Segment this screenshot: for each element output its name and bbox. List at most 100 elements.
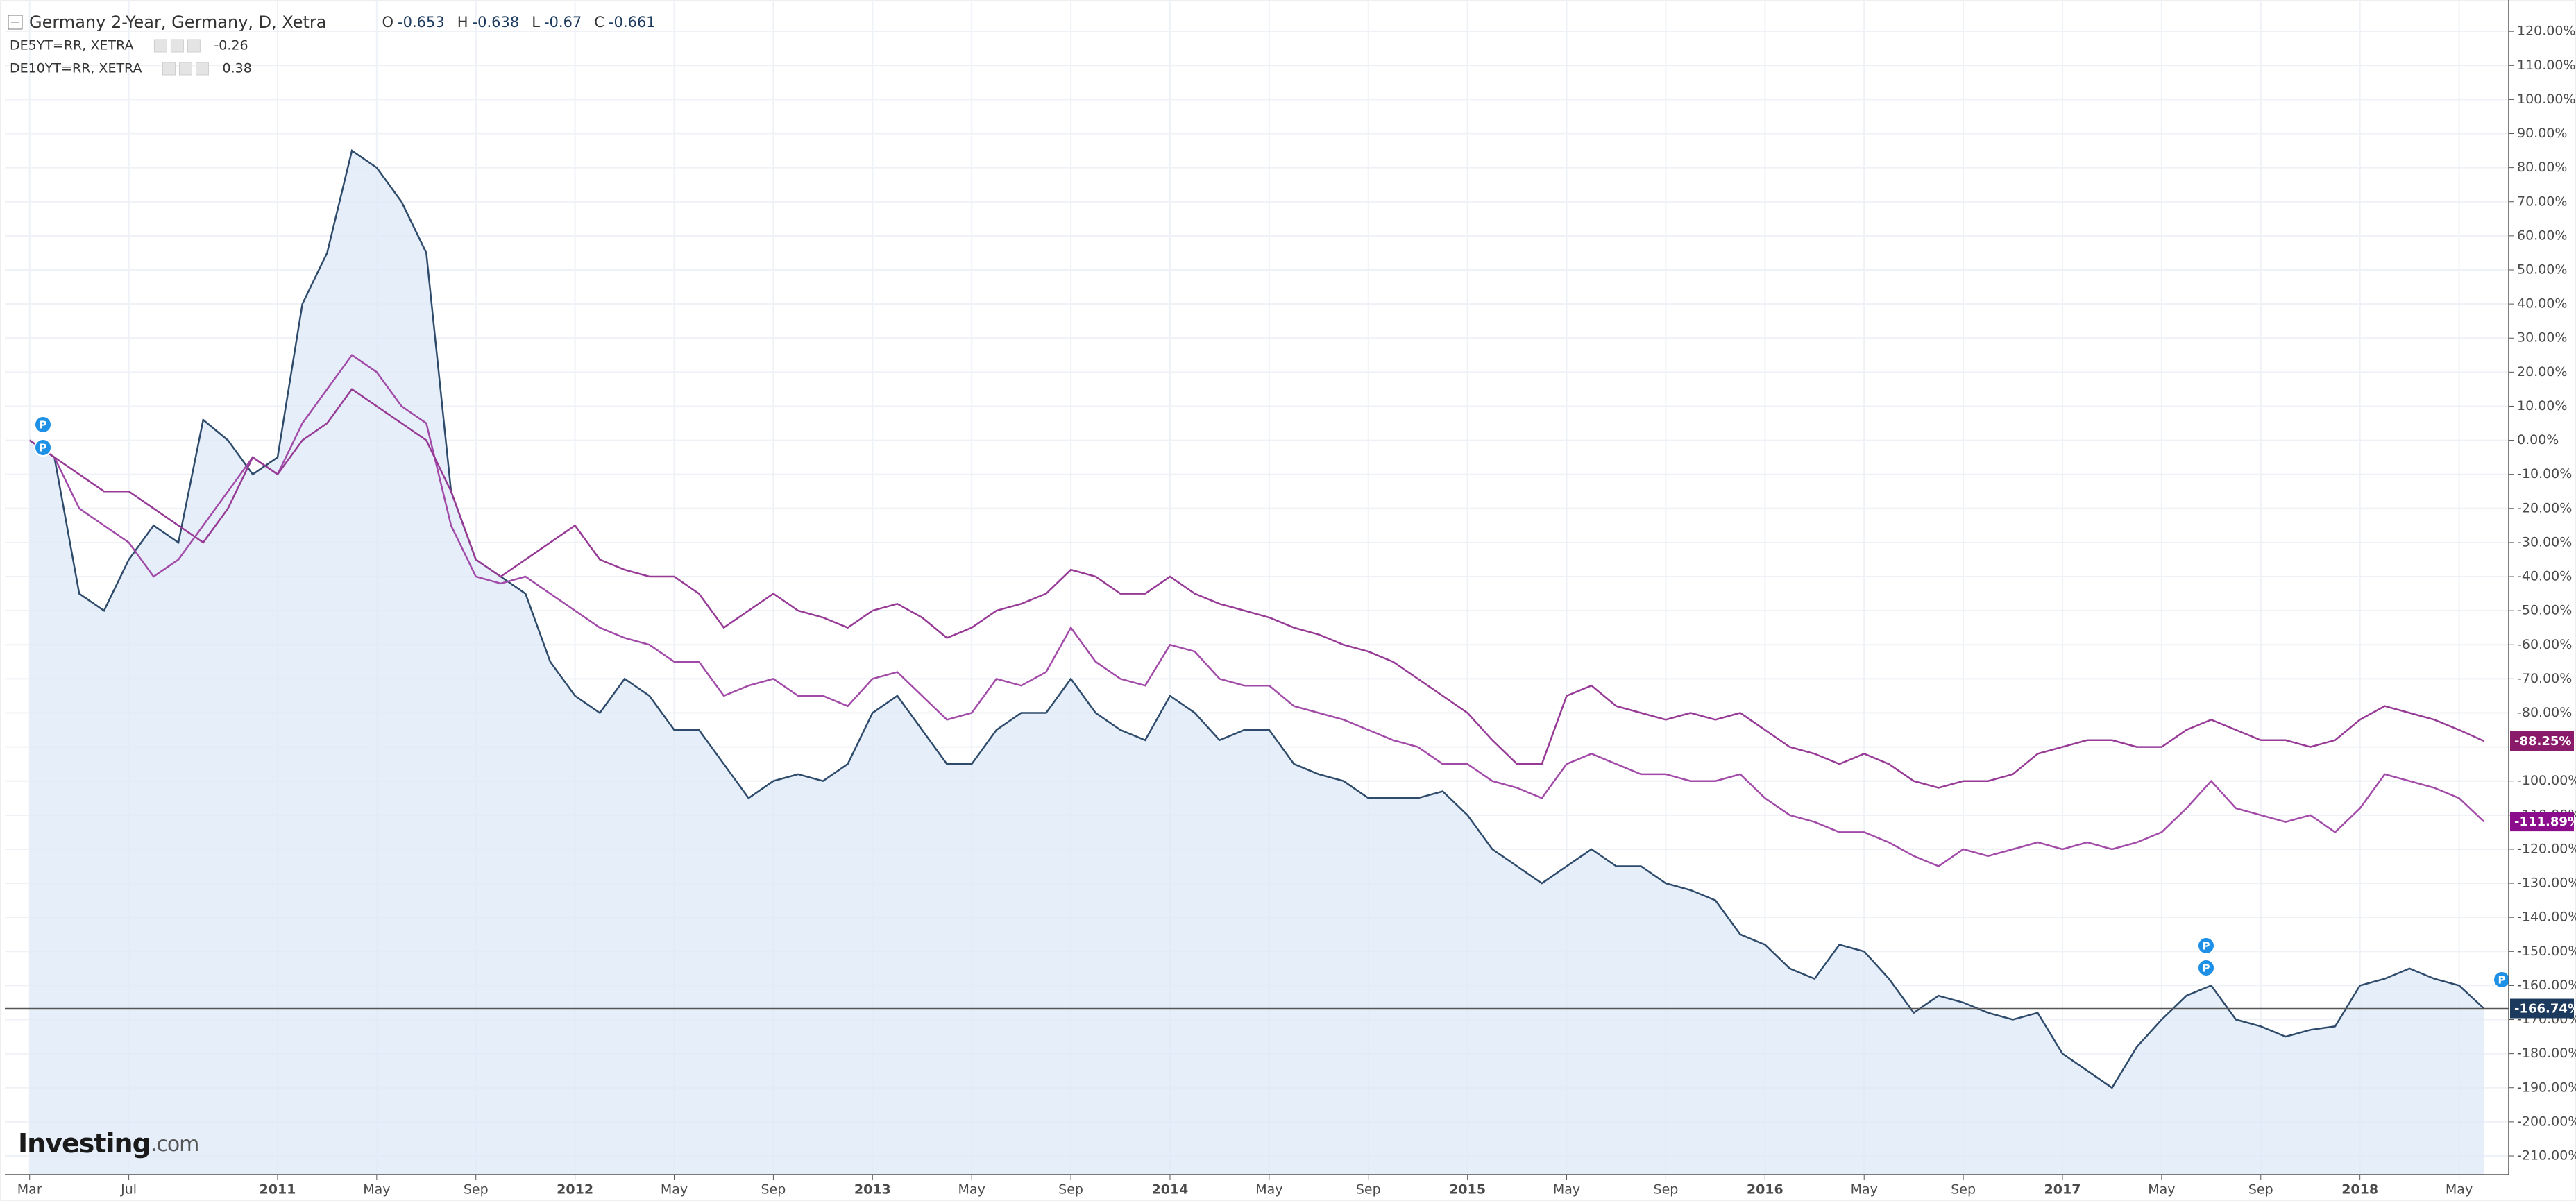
x-tick-label: 2014 (1152, 1182, 1189, 1198)
y-tick-label: 10.00% (2517, 398, 2567, 414)
x-tick-label: 2016 (1747, 1182, 1783, 1198)
y-tick-label: -80.00% (2517, 705, 2572, 720)
end-label-box (2510, 812, 2574, 832)
legend-icon[interactable] (162, 62, 176, 76)
x-tick-label: May (1553, 1182, 1580, 1198)
brand-suffix: .com (151, 1132, 199, 1157)
y-tick-label: 70.00% (2517, 194, 2567, 209)
legend-title: Germany 2-Year, Germany, D, Xetra (29, 12, 327, 32)
end-label: -111.89% (2514, 815, 2576, 829)
ohlc-label: C (594, 14, 604, 31)
x-tick-label: 2011 (260, 1182, 296, 1198)
x-tick-label: 2015 (1449, 1182, 1486, 1198)
event-marker[interactable]: P (2197, 959, 2215, 977)
x-tick-label: Sep (1356, 1182, 1381, 1198)
y-tick-label: -30.00% (2517, 534, 2572, 550)
y-tick-label: -200.00% (2517, 1114, 2576, 1129)
y-tick-label: 80.00% (2517, 160, 2567, 175)
event-marker-dot (34, 416, 52, 434)
x-tick-label: May (2148, 1182, 2175, 1198)
legend-icon[interactable] (187, 39, 201, 53)
event-marker[interactable]: P (34, 416, 52, 434)
x-tick-label: Sep (1654, 1182, 1679, 1198)
legend-icon[interactable] (170, 39, 184, 53)
event-marker-label: P (40, 419, 47, 432)
axes: 120.00% 110.00% 100.00% 90.00% 80.00% 70.00% 6… (5, 0, 2576, 1198)
ohlc-label: H (457, 14, 468, 31)
y-tick-label: -130.00% (2517, 876, 2576, 891)
end-label: -166.74% (2514, 1002, 2576, 1016)
x-tick-label: May (363, 1182, 390, 1198)
area-fill (29, 151, 2484, 1175)
ohlc-label: L (532, 14, 540, 31)
x-tick-label: Jul (120, 1182, 137, 1198)
x-tick-label: Sep (1951, 1182, 1976, 1198)
y-tick-label: 40.00% (2517, 296, 2567, 312)
y-tick-label: -140.00% (2517, 910, 2576, 925)
legend-icon[interactable] (153, 39, 167, 53)
series-line (28, 149, 2485, 1089)
y-tick-label: -180.00% (2517, 1046, 2576, 1061)
y-tick-label: -20.00% (2517, 500, 2572, 516)
y-tick-label: 110.00% (2517, 58, 2576, 73)
y-tick-label: 100.00% (2517, 92, 2576, 107)
event-marker-dot (2197, 959, 2215, 977)
x-tick-label: Mar (17, 1182, 42, 1198)
legend-name: DE5YT=RR, XETRA (10, 38, 133, 53)
y-tick-label: 60.00% (2517, 228, 2567, 243)
y-tick-label: 0.00% (2517, 432, 2559, 448)
end-label-box (2510, 731, 2574, 751)
x-tick-label: May (958, 1182, 985, 1198)
x-tick-label: May (1255, 1182, 1282, 1198)
y-tick-label: -150.00% (2517, 944, 2576, 959)
legend: Germany 2-Year, Germany, D, Xetra O -0.653… (8, 12, 656, 76)
event-marker-label: P (2203, 940, 2210, 953)
x-tick-label: 2017 (2044, 1182, 2081, 1198)
legend-icon[interactable] (178, 62, 192, 76)
brand: Investing.com (18, 1128, 198, 1159)
ohlc-value: -0.653 (398, 14, 445, 31)
y-tick-label: -100.00% (2517, 773, 2576, 788)
x-tick-label: 2012 (557, 1182, 593, 1198)
event-marker[interactable]: P (34, 438, 52, 457)
y-tick-label: -50.00% (2517, 603, 2572, 618)
y-tick-label: -70.00% (2517, 671, 2572, 686)
event-marker-dot (34, 438, 52, 457)
series-line (28, 388, 2484, 789)
ohlc-value: -0.661 (609, 14, 656, 31)
collapse-icon[interactable] (8, 15, 23, 30)
y-tick-label: 120.00% (2517, 24, 2576, 39)
y-tick-label: 90.00% (2517, 126, 2567, 141)
event-marker[interactable]: P (2197, 937, 2215, 955)
series-line (28, 354, 2485, 867)
legend-icon[interactable] (195, 62, 209, 76)
end-label-box (2510, 998, 2574, 1019)
x-tick-label: Sep (761, 1182, 786, 1198)
y-tick-label: 20.00% (2517, 364, 2567, 380)
x-tick-label: Sep (1058, 1182, 1083, 1198)
event-marker-label: P (2498, 974, 2506, 987)
legend-quote: -0.26 (214, 38, 248, 53)
event-marker-label: P (40, 442, 47, 454)
x-tick-label: Sep (2248, 1182, 2273, 1198)
y-tick-label: -120.00% (2517, 841, 2576, 856)
x-tick-label: May (661, 1182, 688, 1198)
x-tick-label: May (1851, 1182, 1878, 1198)
x-tick-label: May (2446, 1182, 2473, 1198)
event-marker-dot (2493, 971, 2511, 989)
y-tick-label: -160.00% (2517, 978, 2576, 993)
y-tick-label: -60.00% (2517, 637, 2572, 652)
x-tick-label: Sep (464, 1182, 489, 1198)
y-tick-label: -210.00% (2517, 1148, 2576, 1163)
y-tick-label: -10.00% (2517, 466, 2572, 482)
ohlc-label: O (382, 14, 394, 31)
y-tick-label: -40.00% (2517, 569, 2572, 584)
event-marker[interactable]: P (2493, 971, 2511, 989)
x-tick-label: 2013 (854, 1182, 891, 1198)
event-marker-dot (2197, 937, 2215, 955)
y-tick-label: 50.00% (2517, 262, 2567, 277)
y-tick-label: -190.00% (2517, 1080, 2576, 1095)
brand-name: Investing (18, 1128, 151, 1159)
